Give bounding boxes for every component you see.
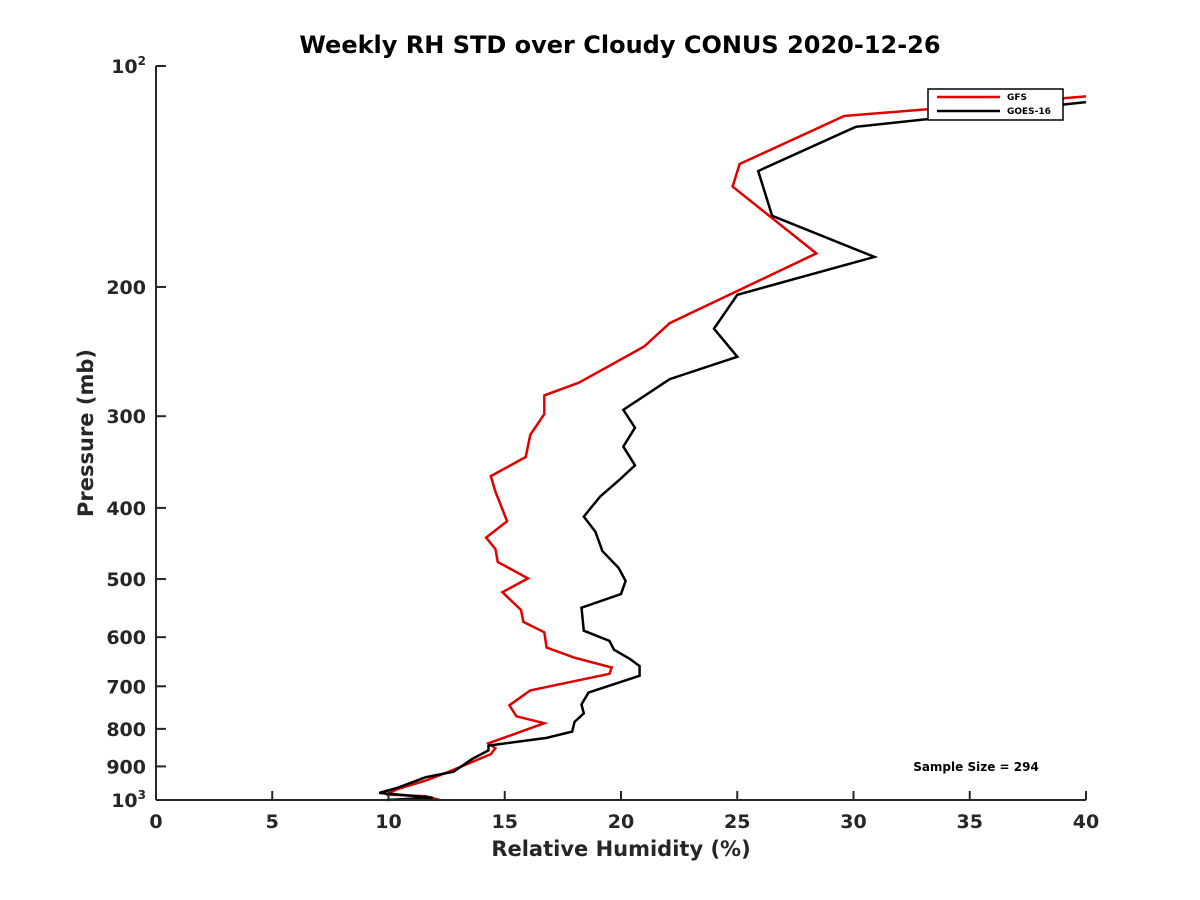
- series-layer: [378, 95, 1087, 802]
- x-tick-label: 20: [608, 811, 634, 833]
- y-tick-label: 800: [106, 719, 146, 741]
- y-tick-label: 900: [106, 756, 146, 778]
- legend: GFS GOES-16: [927, 88, 1064, 121]
- x-axis-label: Relative Humidity (%): [491, 837, 750, 861]
- y-tick-label: 400: [106, 498, 146, 520]
- legend-label-goes16: GOES-16: [1007, 107, 1051, 117]
- y-tick-label: 103: [111, 788, 146, 812]
- legend-box: [927, 88, 1064, 121]
- y-tick-label: 500: [106, 569, 146, 591]
- series-line-goes16: [378, 100, 1087, 802]
- x-tick-label: 40: [1073, 811, 1099, 833]
- x-tick-label: 25: [724, 811, 750, 833]
- x-tick-label: 30: [840, 811, 866, 833]
- y-ticks: 102 200 300 400 500 600 700 800 900 103: [106, 54, 166, 812]
- x-ticks: 0 5 10 15 20 25 30 35 40: [149, 791, 1099, 833]
- x-tick-label: 5: [266, 811, 279, 833]
- series-line-gfs: [385, 95, 1087, 802]
- y-axis-label: Pressure (mb): [74, 349, 98, 517]
- x-tick-label: 35: [957, 811, 983, 833]
- legend-label-gfs: GFS: [1007, 93, 1027, 103]
- y-tick-label: 600: [106, 627, 146, 649]
- y-tick-label: 300: [106, 406, 146, 428]
- y-tick-label: 102: [111, 54, 146, 78]
- y-tick-label: 200: [106, 277, 146, 299]
- x-tick-label: 10: [375, 811, 401, 833]
- sample-size-annotation: Sample Size = 294: [913, 760, 1039, 774]
- chart-title: Weekly RH STD over Cloudy CONUS 2020-12-…: [299, 31, 940, 59]
- x-tick-label: 0: [149, 811, 162, 833]
- y-tick-label: 700: [106, 676, 146, 698]
- x-tick-label: 15: [492, 811, 518, 833]
